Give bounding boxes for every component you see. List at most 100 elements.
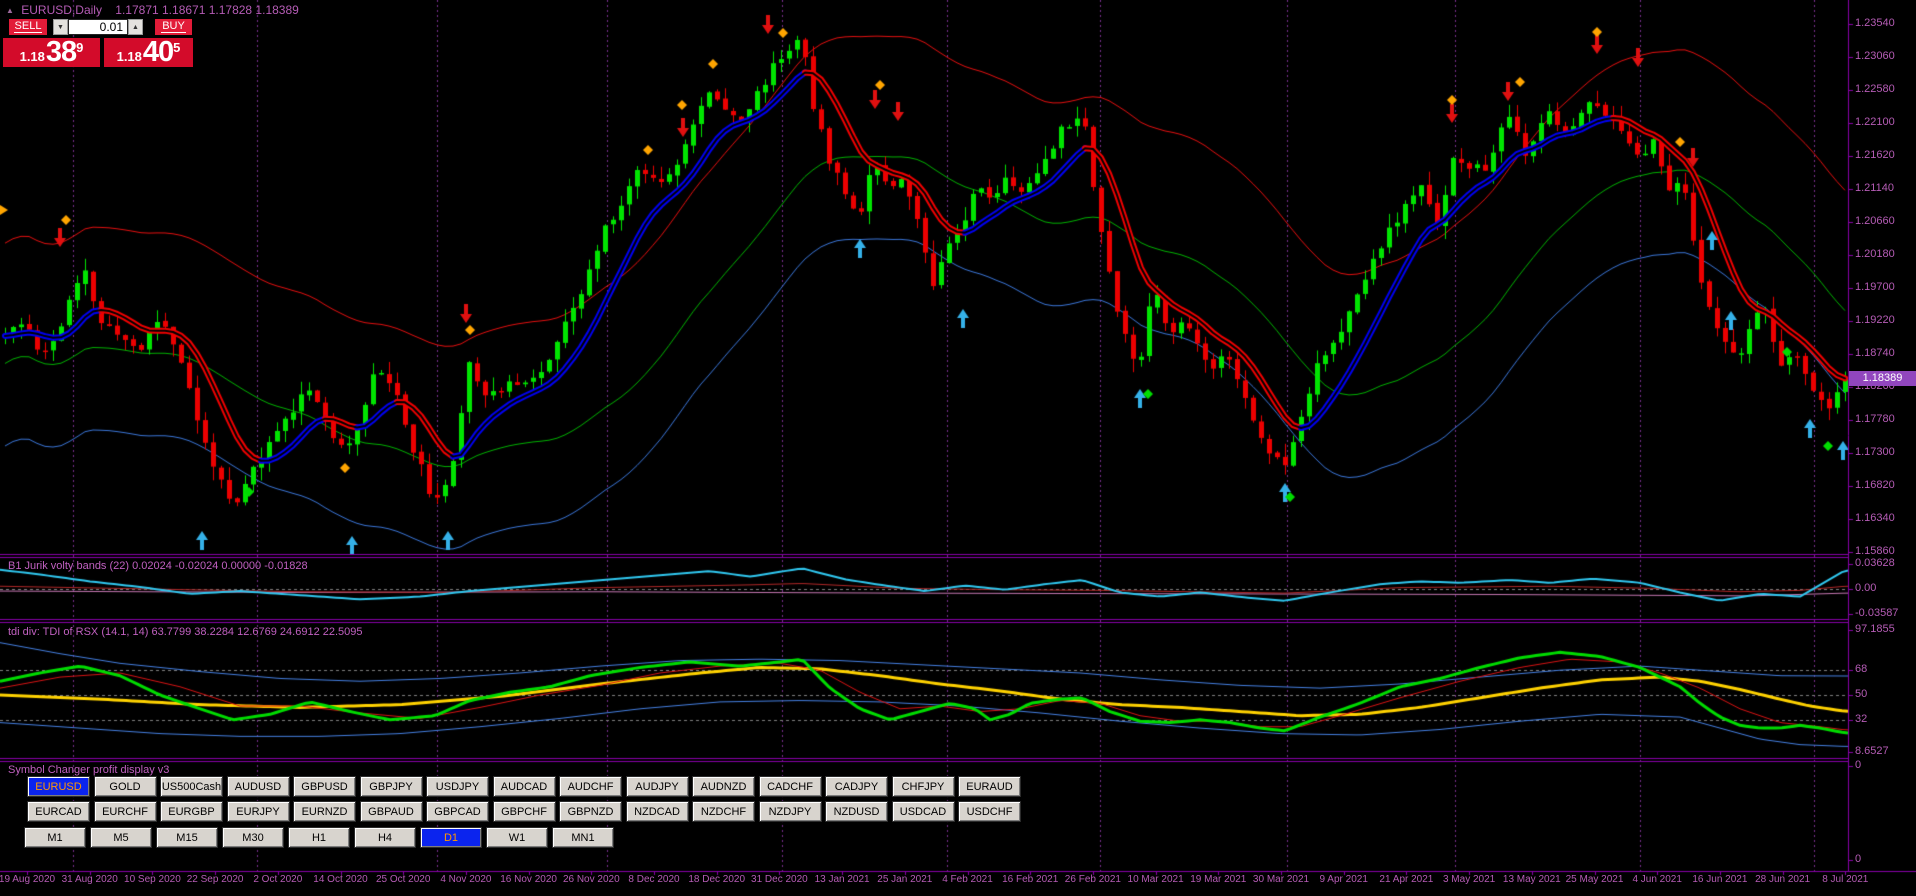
date-axis-label: 19 Aug 2020 bbox=[0, 874, 56, 885]
price-axis-tick: 1.21140 bbox=[1855, 182, 1894, 194]
buy-price-display[interactable]: 1.18 40 5 bbox=[104, 38, 193, 67]
timeframe-button-mn1[interactable]: MN1 bbox=[552, 827, 614, 848]
date-axis-label: 4 Nov 2020 bbox=[440, 874, 492, 885]
volume-input[interactable] bbox=[68, 19, 128, 35]
date-axis-label: 10 Sep 2020 bbox=[124, 874, 181, 885]
sub2-scale-tick: 97.1855 bbox=[1855, 623, 1895, 635]
sub1-scale-tick: 0.00 bbox=[1855, 582, 1877, 594]
symbol-button-nzdjpy[interactable]: NZDJPY bbox=[758, 801, 822, 822]
symbol-button-usdcad[interactable]: USDCAD bbox=[891, 801, 955, 822]
price-axis-tick: 1.20180 bbox=[1855, 248, 1895, 260]
date-axis-label: 10 Mar 2021 bbox=[1127, 874, 1184, 885]
symbol-button-audusd[interactable]: AUDUSD bbox=[226, 776, 290, 797]
price-axis-tick: 1.16340 bbox=[1855, 512, 1895, 524]
symbol-button-eurnzd[interactable]: EURNZD bbox=[293, 801, 356, 822]
symbol-button-eurgbp[interactable]: EURGBP bbox=[160, 801, 223, 822]
date-axis-label: 22 Sep 2020 bbox=[186, 874, 244, 885]
sub2-scale-tick: 8.6527 bbox=[1855, 745, 1889, 757]
symbol-button-gbpcad[interactable]: GBPCAD bbox=[426, 801, 489, 822]
date-axis-label: 14 Oct 2020 bbox=[313, 874, 368, 885]
date-axis-label: 13 May 2021 bbox=[1502, 874, 1561, 885]
date-axis-label: 8 Jul 2021 bbox=[1822, 874, 1869, 885]
symbol-button-usdchf[interactable]: USDCHF bbox=[958, 801, 1021, 822]
symbol-button-cadchf[interactable]: CADCHF bbox=[758, 776, 822, 797]
timeframe-button-m1[interactable]: M1 bbox=[24, 827, 86, 848]
volume-increase-button[interactable]: ▲ bbox=[128, 19, 143, 35]
symbol-button-nzdcad[interactable]: NZDCAD bbox=[625, 801, 689, 822]
symbol-button-audjpy[interactable]: AUDJPY bbox=[625, 776, 689, 797]
price-axis-tick: 1.23060 bbox=[1855, 50, 1895, 62]
date-axis-label: 18 Dec 2020 bbox=[688, 874, 746, 885]
current-price-box: 1.18389 bbox=[1849, 371, 1916, 386]
volume-decrease-button[interactable]: ▼ bbox=[53, 19, 68, 35]
symbol-button-euraud[interactable]: EURAUD bbox=[958, 776, 1021, 797]
symbol-button-audnzd[interactable]: AUDNZD bbox=[692, 776, 755, 797]
price-axis-tick: 1.17780 bbox=[1855, 413, 1895, 425]
symbol-button-chfjpy[interactable]: CHFJPY bbox=[891, 776, 955, 797]
symbol-button-gbpnzd[interactable]: GBPNZD bbox=[559, 801, 622, 822]
symbol-button-nzdchf[interactable]: NZDCHF bbox=[692, 801, 755, 822]
sell-price-big: 38 bbox=[45, 36, 77, 68]
date-axis-label: 2 Oct 2020 bbox=[253, 874, 303, 885]
sub1-scale-tick: 0.03628 bbox=[1855, 557, 1895, 569]
symbol-button-gbpusd[interactable]: GBPUSD bbox=[293, 776, 356, 797]
sub1-scale-tick: -0.03587 bbox=[1855, 607, 1899, 619]
chart-header: ▲ EURUSD,Daily 1.17871 1.18671 1.17828 1… bbox=[6, 3, 299, 17]
buy-price-prefix: 1.18 bbox=[116, 49, 142, 64]
sub2-scale-tick: 32 bbox=[1855, 713, 1868, 725]
date-axis-label: 30 Mar 2021 bbox=[1252, 874, 1310, 885]
timeframe-button-h1[interactable]: H1 bbox=[288, 827, 350, 848]
sell-price-display[interactable]: 1.18 38 9 bbox=[3, 38, 100, 67]
symbol-button-gbpjpy[interactable]: GBPJPY bbox=[359, 776, 423, 797]
buy-button[interactable]: BUY bbox=[155, 19, 192, 35]
date-axis-label: 16 Jun 2021 bbox=[1692, 874, 1748, 885]
symbol-button-us500cash[interactable]: US500Cash bbox=[160, 776, 223, 797]
sell-button[interactable]: SELL bbox=[9, 19, 47, 35]
price-axis-tick: 1.16820 bbox=[1855, 479, 1895, 491]
symbol-button-gbpchf[interactable]: GBPCHF bbox=[492, 801, 556, 822]
symbol-button-gbpaud[interactable]: GBPAUD bbox=[359, 801, 423, 822]
symbol-button-eurusd[interactable]: EURUSD bbox=[27, 776, 90, 797]
price-axis-tick: 1.22580 bbox=[1855, 83, 1895, 95]
sub3-scale-tick: 0 bbox=[1855, 853, 1862, 865]
timeframe-button-w1[interactable]: W1 bbox=[486, 827, 548, 848]
price-axis-tick: 1.23540 bbox=[1855, 17, 1895, 29]
collapse-icon[interactable]: ▲ bbox=[6, 6, 14, 15]
timeframe-button-m5[interactable]: M5 bbox=[90, 827, 152, 848]
symbol-button-nzdusd[interactable]: NZDUSD bbox=[825, 801, 888, 822]
timeframe-button-m15[interactable]: M15 bbox=[156, 827, 218, 848]
price-axis-tick: 1.15860 bbox=[1855, 545, 1895, 557]
date-axis-label: 25 Jan 2021 bbox=[877, 874, 933, 885]
date-axis-label: 4 Feb 2021 bbox=[942, 874, 993, 885]
date-axis-label: 25 May 2021 bbox=[1565, 874, 1624, 885]
date-axis-label: 13 Jan 2021 bbox=[814, 874, 870, 885]
date-axis-label: 31 Aug 2020 bbox=[61, 874, 118, 885]
date-axis-label: 25 Oct 2020 bbox=[375, 874, 431, 885]
sell-price-prefix: 1.18 bbox=[19, 49, 45, 64]
sub2-scale-tick: 68 bbox=[1855, 663, 1868, 675]
timeframe-button-m30[interactable]: M30 bbox=[222, 827, 284, 848]
price-axis-tick: 1.19700 bbox=[1855, 281, 1895, 293]
timeframe-button-h4[interactable]: H4 bbox=[354, 827, 416, 848]
symbol-button-cadjpy[interactable]: CADJPY bbox=[825, 776, 888, 797]
date-axis-label: 9 Apr 2021 bbox=[1319, 874, 1368, 885]
symbol-panel-label: Symbol Changer profit display v3 bbox=[8, 764, 170, 776]
sub2-indicator-label: tdi div: TDI of RSX (14.1, 14) 63.7799 3… bbox=[8, 626, 363, 638]
symbol-button-eurjpy[interactable]: EURJPY bbox=[226, 801, 290, 822]
buy-price-sup: 5 bbox=[173, 40, 181, 55]
symbol-button-audchf[interactable]: AUDCHF bbox=[559, 776, 622, 797]
symbol-button-audcad[interactable]: AUDCAD bbox=[492, 776, 556, 797]
sub1-indicator-label: B1 Jurik volty bands (22) 0.02024 -0.020… bbox=[8, 560, 308, 572]
price-axis-tick: 1.18740 bbox=[1855, 347, 1895, 359]
symbol-button-usdjpy[interactable]: USDJPY bbox=[426, 776, 489, 797]
chart-title: EURUSD,Daily bbox=[21, 3, 102, 17]
symbol-button-eurchf[interactable]: EURCHF bbox=[93, 801, 157, 822]
symbol-button-gold[interactable]: GOLD bbox=[93, 776, 157, 797]
chevron-down-icon: ▼ bbox=[57, 24, 64, 31]
symbol-button-eurcad[interactable]: EURCAD bbox=[27, 801, 90, 822]
price-axis-tick: 1.21620 bbox=[1855, 149, 1895, 161]
timeframe-button-d1[interactable]: D1 bbox=[420, 827, 482, 848]
price-axis-tick: 1.20660 bbox=[1855, 215, 1895, 227]
